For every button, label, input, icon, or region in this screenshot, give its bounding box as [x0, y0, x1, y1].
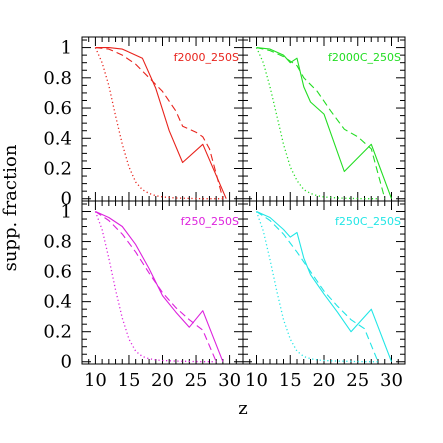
x-axis-title: z	[238, 398, 247, 419]
y-tick-label: 0.2	[43, 159, 72, 180]
y-tick-label: 0.8	[43, 68, 72, 89]
y-axis-title: supp. fraction	[0, 144, 21, 271]
x-tick-label: 25	[185, 370, 208, 391]
panels-group: f2000_250S f2000C_250S f250_250S f250C_250S	[81, 36, 406, 365]
series-line-dashed	[95, 47, 224, 199]
x-tick-label: 20	[151, 370, 174, 391]
series-line-dotted	[94, 47, 223, 200]
x-tick-label: 30	[218, 370, 241, 391]
series-line-dashed	[256, 47, 386, 199]
series-line-solid	[256, 47, 393, 199]
y-tick-label: 0.4	[43, 292, 72, 313]
x-tick-label: 30	[380, 370, 403, 391]
y-tick-label: 0.2	[43, 322, 72, 343]
series-line-solid	[256, 210, 393, 362]
x-tick-labels: 10 15 20 25 30 10 15 20 25 30	[84, 370, 403, 391]
x-tick-label: 10	[84, 370, 107, 391]
y-tick-label: 0	[61, 352, 72, 373]
panel-label: f2000C_250S	[328, 51, 401, 64]
series-line-dashed	[95, 211, 217, 362]
panel-label: f250_250S	[181, 215, 239, 228]
series-line-solid	[95, 210, 224, 362]
panel-label: f2000_250S	[174, 51, 239, 64]
panel-bottom-right: f250C_250S	[242, 200, 406, 365]
x-tick-label: 15	[279, 370, 302, 391]
panel-bottom-left: f250_250S	[81, 200, 244, 365]
series-line-solid	[95, 47, 227, 199]
y-tick-label: 0.6	[43, 98, 72, 119]
panel-label: f250C_250S	[335, 215, 401, 228]
x-tick-label: 20	[313, 370, 336, 391]
x-tick-label: 25	[346, 370, 369, 391]
panel-top-left: f2000_250S	[81, 36, 244, 202]
x-tick-label: 15	[118, 370, 141, 391]
series-line-dotted	[94, 211, 217, 363]
y-tick-label: 1	[61, 202, 72, 223]
y-tick-label: 0	[61, 189, 72, 210]
y-tick-label: 1	[61, 38, 72, 59]
series-line-dotted	[255, 211, 378, 363]
x-tick-label: 10	[245, 370, 268, 391]
y-tick-label: 0.8	[43, 232, 72, 253]
panel-top-right: f2000C_250S	[242, 36, 406, 202]
series-line-dotted	[255, 47, 378, 200]
y-tick-label: 0.4	[43, 128, 72, 149]
y-tick-label: 0.6	[43, 262, 72, 283]
series-line-dashed	[256, 211, 379, 362]
